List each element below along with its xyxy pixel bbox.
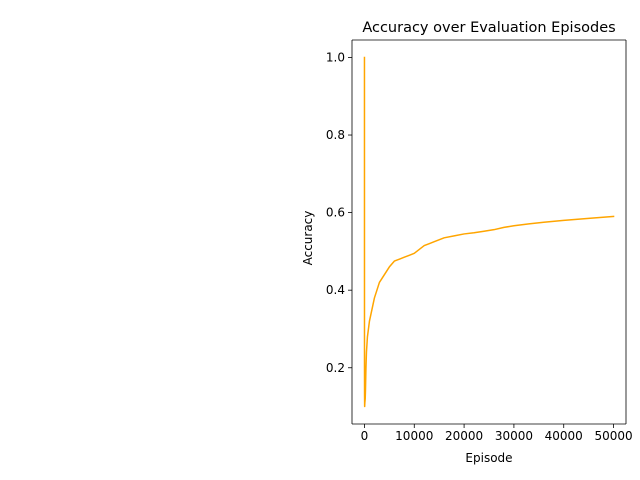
y-axis-label: Accuracy (301, 211, 315, 266)
x-tick-label: 20000 (445, 429, 483, 443)
y-tick-label: 0.8 (326, 128, 345, 142)
x-tick-label: 0 (361, 429, 369, 443)
x-axis-label: Episode (465, 451, 512, 465)
x-tick-label: 40000 (545, 429, 583, 443)
y-tick-label: 1.0 (326, 50, 345, 64)
plot-area (363, 56, 615, 408)
axes: 0 10000 20000 30000 40000 50000 0.2 0.4 0.6 0.8 1.… (326, 39, 633, 443)
y-tick-label: 0.2 (326, 361, 345, 375)
series-line-0 (363, 56, 615, 408)
x-tick-label: 10000 (395, 429, 433, 443)
y-tick-label: 0.6 (326, 206, 345, 220)
x-tick-label: 30000 (495, 429, 533, 443)
y-tick-label: 0.4 (326, 283, 345, 297)
x-tick-label: 50000 (594, 429, 632, 443)
chart-title: Accuracy over Evaluation Episodes (362, 20, 615, 36)
